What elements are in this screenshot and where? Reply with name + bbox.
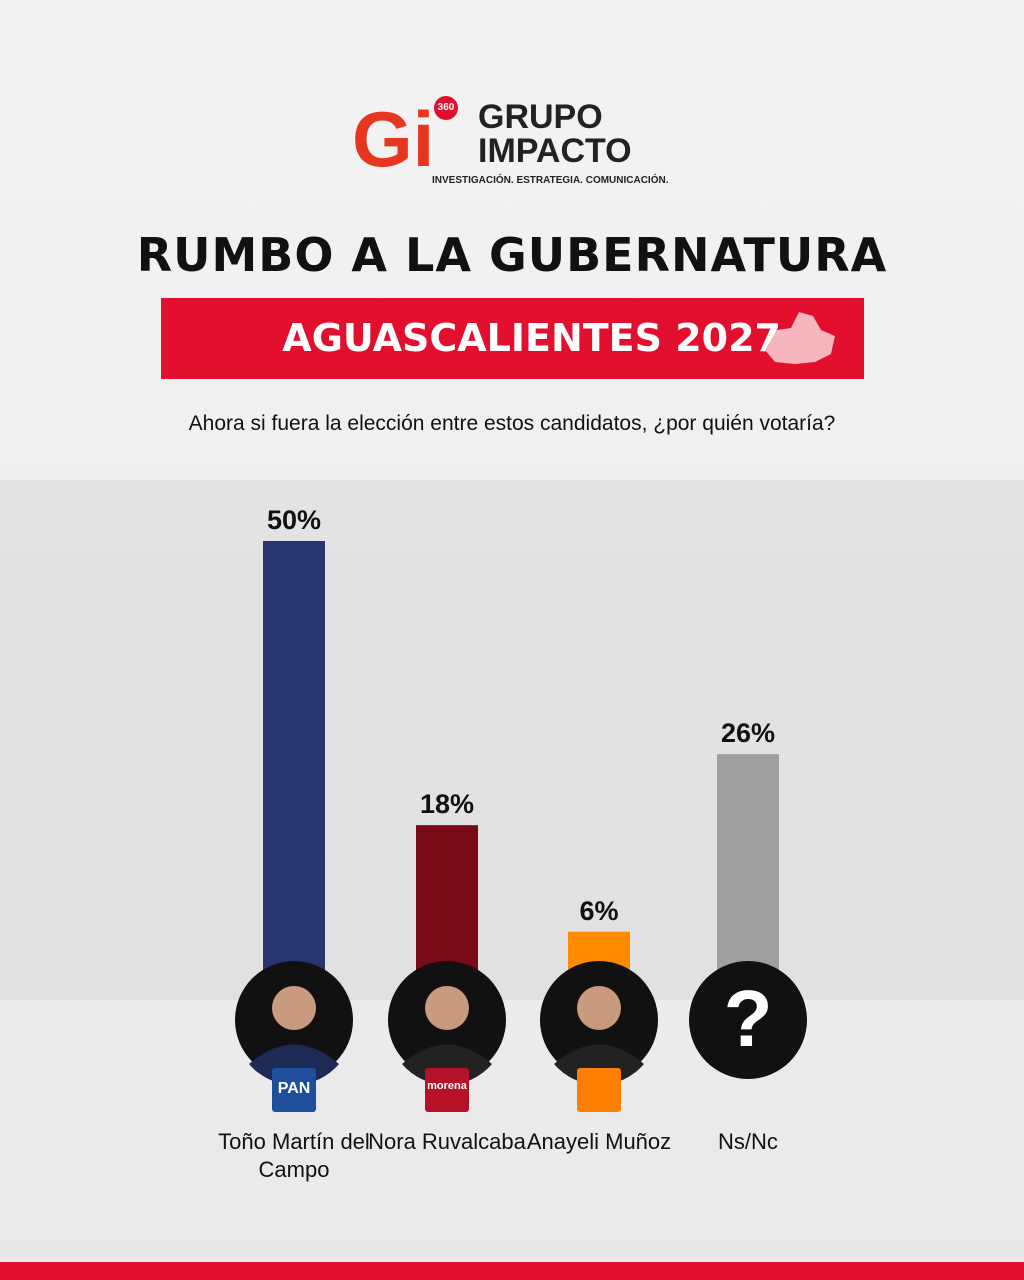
chart-title: RUMBO A LA GUBERNATURA [136, 228, 888, 282]
logo-name: GRUPO [478, 98, 603, 136]
bar [717, 754, 779, 985]
shoulders [402, 1044, 492, 1085]
unknown-mark: ? [723, 974, 773, 1063]
party-logo [425, 1068, 469, 1112]
face [272, 986, 316, 1030]
question: Ahora si fuera la elección entre estos c… [188, 412, 836, 435]
party-label: morena [427, 1080, 467, 1092]
party-label: PAN [277, 1080, 311, 1097]
x-tick-label: Anayeli Muñoz [526, 1129, 672, 1154]
face [577, 986, 621, 1030]
x-tick-label: Nora Ruvalcaba [368, 1129, 526, 1154]
party-logo [272, 1068, 316, 1112]
value-label: 50% [266, 505, 322, 535]
face [425, 986, 469, 1030]
shoulders [249, 1044, 339, 1085]
banner: AGUASCALIENTES 2027 [161, 298, 864, 379]
x-tick-label: Toño Martín del Campo [218, 1129, 370, 1182]
logo-name: IMPACTO [478, 132, 632, 170]
value-label: 26% [720, 718, 776, 749]
bar [263, 541, 325, 985]
candidate-photo [689, 961, 807, 1079]
building-backdrop [0, 480, 1024, 1000]
party-logo [577, 1068, 621, 1112]
state-map-icon [765, 312, 835, 364]
logo-badge: 360 [434, 96, 458, 120]
value-label: 18% [419, 789, 475, 820]
logo-letters: Gi [352, 95, 435, 183]
shoulders [554, 1044, 644, 1085]
logo-tagline: INVESTIGACIÓN. ESTRATEGIA. COMUNICACIÓN. [432, 175, 669, 186]
chart-subtitle: AGUASCALIENTES 2027 [282, 316, 781, 360]
bar [416, 825, 478, 985]
value-label: 6% [579, 895, 619, 926]
x-tick-label: Ns/Nc [718, 1129, 778, 1154]
bottom-stripe [0, 1262, 1024, 1280]
logo-mark: Gi 360 [352, 95, 458, 183]
